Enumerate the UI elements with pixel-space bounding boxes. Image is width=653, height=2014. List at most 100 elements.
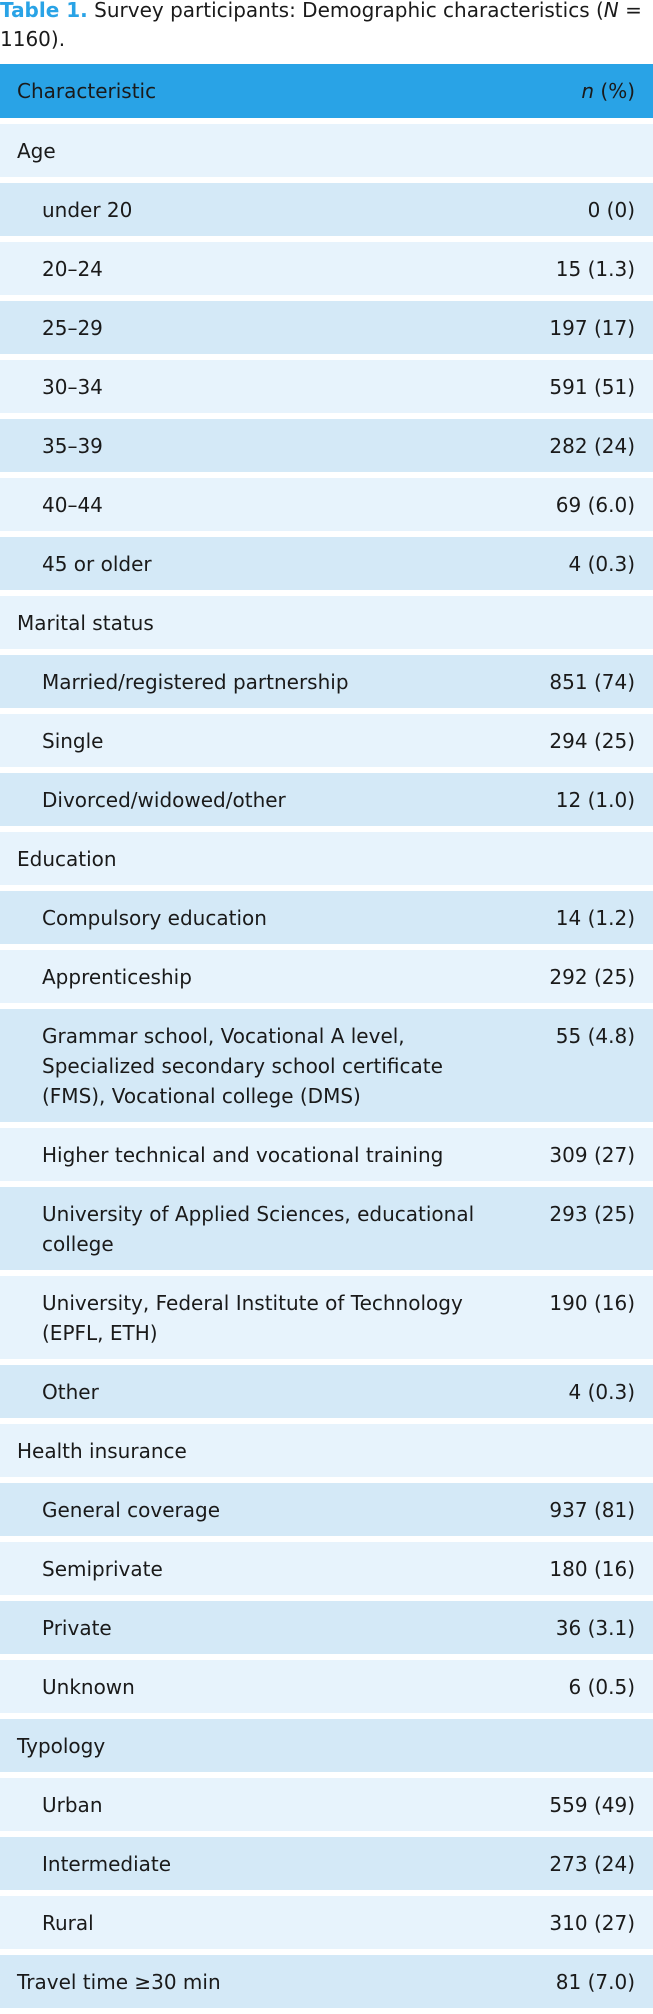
row-label: Grammar school, Vocational A level, Spec…: [0, 1009, 508, 1122]
row-value: 81 (7.0): [508, 1955, 653, 2008]
row-label: 25–29: [0, 301, 508, 354]
row-value: [508, 832, 653, 885]
caption-text: Survey participants: Demographic charact…: [94, 0, 604, 22]
row-label: under 20: [0, 183, 508, 236]
table-row: Unknown 6 (0.5): [0, 1660, 653, 1713]
table-row: Apprenticeship 292 (25): [0, 950, 653, 1003]
table-row: General coverage 937 (81): [0, 1483, 653, 1536]
table-body: Age under 20 0 (0) 20–24 15 (1.3) 25–29 197 (1…: [0, 124, 653, 2008]
row-value: 591 (51): [508, 360, 653, 413]
row-label: Other: [0, 1365, 508, 1418]
row-label: Intermediate: [0, 1837, 508, 1890]
row-label: Divorced/widowed/other: [0, 773, 508, 826]
row-value: 15 (1.3): [508, 242, 653, 295]
row-label: Married/registered partnership: [0, 655, 508, 708]
row-label: 30–34: [0, 360, 508, 413]
row-value: 559 (49): [508, 1778, 653, 1831]
table-caption: Table 1. Survey participants: Demographi…: [0, 0, 653, 58]
row-value: 6 (0.5): [508, 1660, 653, 1713]
row-value: 55 (4.8): [508, 1009, 653, 1122]
table-row: Typology: [0, 1719, 653, 1772]
table-row: Intermediate 273 (24): [0, 1837, 653, 1890]
row-label: Health insurance: [0, 1424, 508, 1477]
row-value: 282 (24): [508, 419, 653, 472]
table-row: Travel time ≥30 min 81 (7.0): [0, 1955, 653, 2008]
row-value: 12 (1.0): [508, 773, 653, 826]
table-row: Married/registered partnership 851 (74): [0, 655, 653, 708]
header-cell: n (%): [508, 64, 653, 118]
row-label: Typology: [0, 1719, 508, 1772]
table-row: Single 294 (25): [0, 714, 653, 767]
row-label: University of Applied Sciences, educatio…: [0, 1187, 508, 1270]
table-row: Urban 559 (49): [0, 1778, 653, 1831]
table-row: Age: [0, 124, 653, 177]
row-label: Marital status: [0, 596, 508, 649]
table-row: Grammar school, Vocational A level, Spec…: [0, 1009, 653, 1122]
header-cell: Characteristic: [0, 64, 508, 118]
row-label: University, Federal Institute of Technol…: [0, 1276, 508, 1359]
row-value: 180 (16): [508, 1542, 653, 1595]
row-label: Unknown: [0, 1660, 508, 1713]
table-row: 25–29 197 (17): [0, 301, 653, 354]
row-label: Travel time ≥30 min: [0, 1955, 508, 2008]
table-row: Health insurance: [0, 1424, 653, 1477]
table-row: Rural 310 (27): [0, 1896, 653, 1949]
table-row: Higher technical and vocational training…: [0, 1128, 653, 1181]
table-row: University of Applied Sciences, educatio…: [0, 1187, 653, 1270]
row-label: Higher technical and vocational training: [0, 1128, 508, 1181]
row-value: 293 (25): [508, 1187, 653, 1270]
table-row: Private 36 (3.1): [0, 1601, 653, 1654]
row-label: General coverage: [0, 1483, 508, 1536]
table-header: Characteristic n (%): [0, 64, 653, 118]
table-row: Divorced/widowed/other 12 (1.0): [0, 773, 653, 826]
table-row: Other 4 (0.3): [0, 1365, 653, 1418]
table-row: under 20 0 (0): [0, 183, 653, 236]
row-label: Apprenticeship: [0, 950, 508, 1003]
row-value: 310 (27): [508, 1896, 653, 1949]
row-value: 4 (0.3): [508, 1365, 653, 1418]
row-label: 20–24: [0, 242, 508, 295]
row-value: 851 (74): [508, 655, 653, 708]
header-unit: (%): [600, 79, 635, 103]
table-row: 20–24 15 (1.3): [0, 242, 653, 295]
caption-n-symbol: N: [603, 0, 619, 22]
row-value: [508, 124, 653, 177]
table-row: Compulsory education 14 (1.2): [0, 891, 653, 944]
table-row: Education: [0, 832, 653, 885]
row-label: Semiprivate: [0, 1542, 508, 1595]
row-value: 4 (0.3): [508, 537, 653, 590]
row-value: [508, 1424, 653, 1477]
row-value: 937 (81): [508, 1483, 653, 1536]
table-row: 45 or older 4 (0.3): [0, 537, 653, 590]
row-value: 14 (1.2): [508, 891, 653, 944]
table-row: 40–44 69 (6.0): [0, 478, 653, 531]
row-label: Urban: [0, 1778, 508, 1831]
table-row: Semiprivate 180 (16): [0, 1542, 653, 1595]
caption-label: Table 1.: [0, 0, 88, 22]
row-label: Age: [0, 124, 508, 177]
row-value: 0 (0): [508, 183, 653, 236]
row-value: 294 (25): [508, 714, 653, 767]
row-label: 45 or older: [0, 537, 508, 590]
row-value: 309 (27): [508, 1128, 653, 1181]
caption-n-text: = 1160).: [0, 0, 642, 51]
table-row: 35–39 282 (24): [0, 419, 653, 472]
row-label: Private: [0, 1601, 508, 1654]
row-value: 69 (6.0): [508, 478, 653, 531]
row-value: 292 (25): [508, 950, 653, 1003]
table-row: University, Federal Institute of Technol…: [0, 1276, 653, 1359]
row-label: Compulsory education: [0, 891, 508, 944]
row-value: 190 (16): [508, 1276, 653, 1359]
header-row: Characteristic n (%): [0, 64, 653, 118]
row-value: [508, 596, 653, 649]
table-row: 30–34 591 (51): [0, 360, 653, 413]
row-value: 36 (3.1): [508, 1601, 653, 1654]
row-value: 273 (24): [508, 1837, 653, 1890]
row-label: 35–39: [0, 419, 508, 472]
table: Characteristic n (%) Age under 20 0 (0) 20–…: [0, 58, 653, 2014]
row-label: Single: [0, 714, 508, 767]
row-value: 197 (17): [508, 301, 653, 354]
row-label: Education: [0, 832, 508, 885]
table-row: Marital status: [0, 596, 653, 649]
